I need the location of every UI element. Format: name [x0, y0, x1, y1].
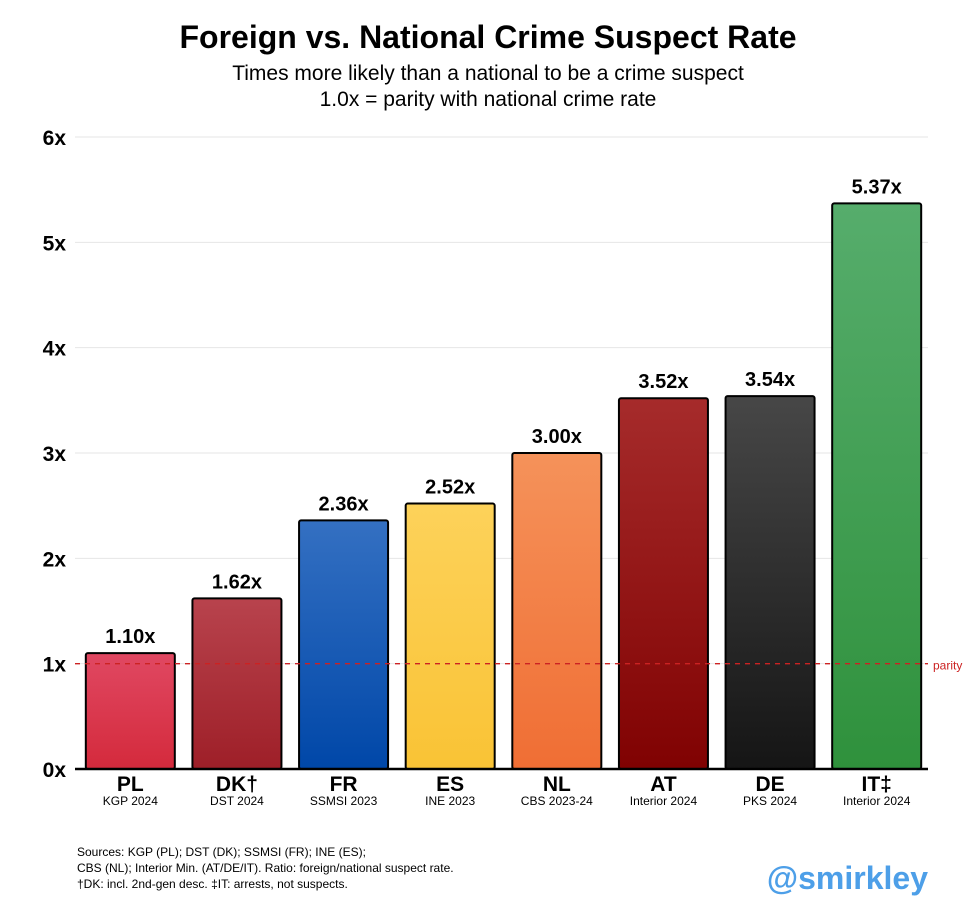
y-tick-label: 6x [43, 127, 67, 150]
bar-value-label: 2.36x [319, 493, 369, 515]
chart-title: Foreign vs. National Crime Suspect Rate [179, 19, 796, 55]
x-source-label: KGP 2024 [103, 794, 158, 808]
x-source-label: SSMSI 2023 [310, 794, 378, 808]
y-tick-label: 3x [43, 443, 67, 466]
x-source-label: Interior 2024 [630, 794, 698, 808]
y-axis: 0x 1x 2x 3x 4x 5x 6x [43, 127, 67, 782]
x-category-label: ES [436, 773, 464, 796]
bar-value-label: 3.52x [638, 371, 688, 393]
x-source-label: INE 2023 [425, 794, 475, 808]
bar-at [617, 397, 709, 770]
x-category-label: IT‡ [862, 773, 892, 796]
x-category-label: PL [117, 773, 144, 796]
x-source-label: PKS 2024 [743, 794, 797, 808]
bar-value-label: 5.37x [852, 176, 902, 198]
parity-label: parity [933, 659, 962, 673]
bar-fr [298, 519, 390, 770]
bar-value-label: 1.62x [212, 571, 262, 593]
bar-dk [191, 597, 283, 770]
bar-value-label: 3.54x [745, 369, 795, 391]
x-source-label: DST 2024 [210, 794, 264, 808]
bar-value-label: 3.00x [532, 426, 582, 448]
bar-it [831, 202, 923, 771]
x-category-label: FR [330, 773, 358, 796]
footnote-line-1: Sources: KGP (PL); DST (DK); SSMSI (FR);… [77, 845, 366, 859]
bars: 1.10x 1.62x 2.36x 2.52x 3.00x 3.52x 3.54x 5.37x [84, 176, 923, 771]
bar-value-label: 2.52x [425, 477, 475, 499]
y-tick-label: 0x [43, 759, 67, 782]
y-tick-label: 2x [43, 548, 67, 571]
x-source-label: Interior 2024 [843, 794, 911, 808]
y-tick-label: 5x [43, 232, 67, 255]
bar-es [404, 502, 496, 770]
x-category-label: DE [755, 773, 784, 796]
y-tick-label: 4x [43, 338, 67, 361]
bar-value-label: 1.10x [105, 626, 155, 648]
footnote-line-2: CBS (NL); Interior Min. (AT/DE/IT). Rati… [77, 861, 454, 875]
bar-pl [84, 652, 176, 771]
footnote-line-3: †DK: incl. 2nd-gen desc. ‡IT: arrests, n… [77, 877, 348, 891]
y-tick-label: 1x [43, 654, 67, 677]
x-category-label: DK† [216, 773, 258, 796]
x-category-label: NL [543, 773, 571, 796]
bar-de [724, 395, 816, 770]
chart-subtitle-2: 1.0x = parity with national crime rate [320, 88, 657, 111]
x-source-label: CBS 2023-24 [521, 794, 593, 808]
x-category-label: AT [650, 773, 677, 796]
author-handle: @smirkley [767, 860, 928, 896]
parity-reference: parity [75, 659, 962, 673]
bar-nl [511, 452, 603, 770]
chart-subtitle-1: Times more likely than a national to be … [232, 62, 744, 85]
